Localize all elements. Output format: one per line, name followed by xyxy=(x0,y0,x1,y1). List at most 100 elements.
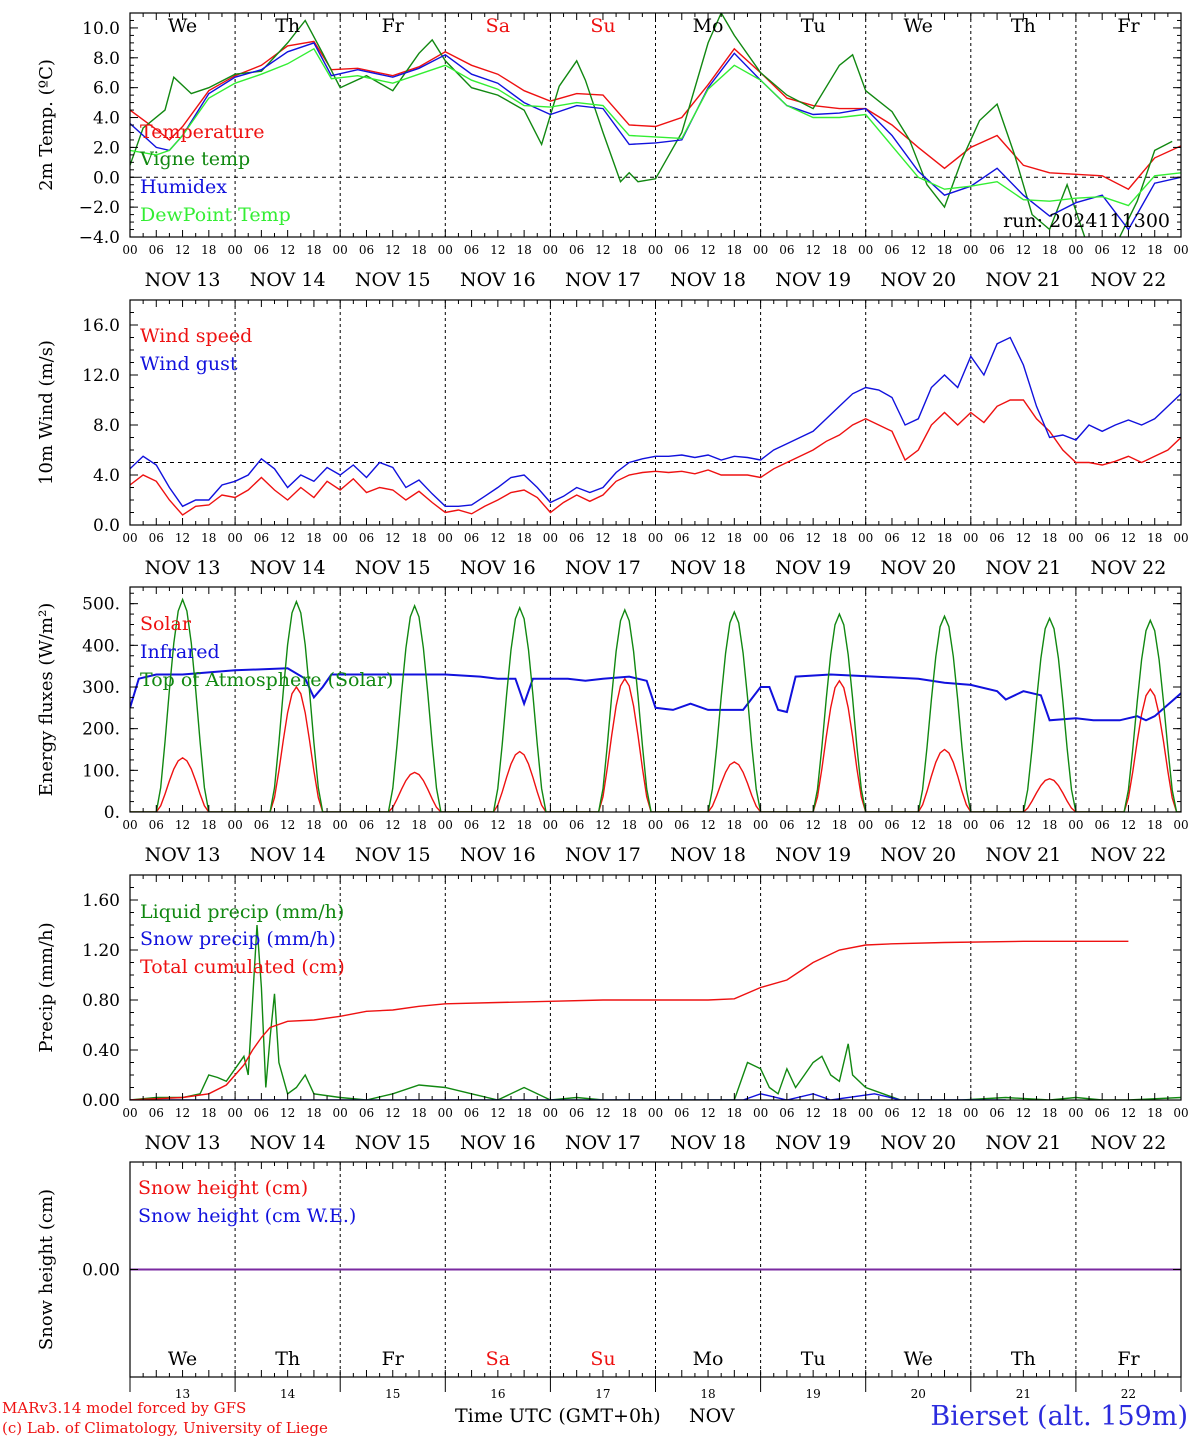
hour-label: 18 xyxy=(727,243,742,257)
date-label: NOV 21 xyxy=(985,1132,1061,1154)
date-label: NOV 13 xyxy=(145,557,221,579)
legend-entry: Solar xyxy=(140,613,192,635)
hour-label: 18 xyxy=(411,243,426,257)
hour-label: 00 xyxy=(963,531,978,545)
y-tick-label: 4.0 xyxy=(93,466,120,486)
hour-label: 12 xyxy=(175,1106,190,1120)
hour-label: 06 xyxy=(254,531,269,545)
hour-label: 00 xyxy=(227,531,242,545)
hour-label: 06 xyxy=(989,531,1004,545)
hour-label: 18 xyxy=(201,531,216,545)
energy-panel xyxy=(129,586,1182,813)
hour-label: 06 xyxy=(1095,1106,1110,1120)
hour-label: 00 xyxy=(1173,531,1188,545)
date-label: NOV 19 xyxy=(775,844,851,866)
hour-label: 06 xyxy=(149,531,164,545)
hour-label: 18 xyxy=(832,243,847,257)
hour-label: 06 xyxy=(464,531,479,545)
hour-label: 12 xyxy=(1121,818,1136,832)
hour-label: 06 xyxy=(464,1106,479,1120)
day-number-label: 19 xyxy=(806,1387,821,1401)
month-label: NOV xyxy=(689,1405,735,1427)
legend-entry: Humidex xyxy=(140,176,227,198)
hour-label: 12 xyxy=(490,818,505,832)
hour-label: 18 xyxy=(516,243,531,257)
hour-label: 06 xyxy=(989,1106,1004,1120)
y-axis-label: 10m Wind (m/s) xyxy=(36,340,57,485)
legend-entry: Snow precip (mm/h) xyxy=(140,928,336,950)
temp-series-temperature xyxy=(130,40,1181,191)
weekday-label-bottom: Fr xyxy=(382,1348,405,1370)
weekday-label-top: Fr xyxy=(382,15,405,37)
weekday-label-bottom: We xyxy=(168,1348,197,1370)
hour-label: 00 xyxy=(858,1106,873,1120)
y-tick-label: 0.40 xyxy=(82,1041,120,1061)
y-tick-label: −2.0 xyxy=(79,198,120,218)
energy-series-solar xyxy=(130,677,1181,812)
hour-label: 18 xyxy=(516,818,531,832)
date-label: NOV 13 xyxy=(145,844,221,866)
hour-label: 00 xyxy=(1173,243,1188,257)
date-label: NOV 14 xyxy=(250,1132,326,1154)
hour-label: 18 xyxy=(727,531,742,545)
hour-label: 06 xyxy=(674,243,689,257)
y-tick-label: 2.0 xyxy=(93,138,120,158)
hour-label: 06 xyxy=(149,1106,164,1120)
hour-label: 12 xyxy=(1016,243,1031,257)
precip-panel xyxy=(129,874,1182,1101)
date-label: NOV 17 xyxy=(565,844,641,866)
hour-label: 06 xyxy=(1095,531,1110,545)
day-number-label: 15 xyxy=(385,1387,400,1401)
hour-label: 12 xyxy=(806,243,821,257)
legend-entry: Snow height (cm) xyxy=(138,1177,308,1199)
date-label: NOV 22 xyxy=(1091,557,1167,579)
hour-label: 06 xyxy=(254,243,269,257)
hour-label: 12 xyxy=(1121,1106,1136,1120)
hour-label: 12 xyxy=(490,531,505,545)
hour-label: 18 xyxy=(1042,243,1057,257)
hour-label: 00 xyxy=(543,1106,558,1120)
weekday-label-top: Th xyxy=(1011,15,1036,37)
y-tick-label: 8.0 xyxy=(93,49,120,69)
y-tick-label: 0.00 xyxy=(82,1261,120,1281)
day-number-label: 14 xyxy=(280,1387,296,1401)
hour-label: 12 xyxy=(700,1106,715,1120)
date-label: NOV 18 xyxy=(670,1132,746,1154)
hour-label: 12 xyxy=(175,818,190,832)
hour-label: 12 xyxy=(700,531,715,545)
hour-label: 12 xyxy=(700,243,715,257)
weekday-label-bottom: Sa xyxy=(486,1348,510,1370)
hour-label: 18 xyxy=(516,1106,531,1120)
hour-label: 06 xyxy=(359,1106,374,1120)
weekday-label-bottom: Fr xyxy=(1117,1348,1140,1370)
hour-label: 12 xyxy=(595,243,610,257)
day-number-label: 20 xyxy=(911,1387,926,1401)
hour-label: 06 xyxy=(674,531,689,545)
hour-label: 18 xyxy=(937,818,952,832)
hour-label: 18 xyxy=(832,818,847,832)
date-label: NOV 21 xyxy=(985,557,1061,579)
snow-panel xyxy=(129,1161,1182,1378)
hour-label: 06 xyxy=(359,818,374,832)
hour-label: 12 xyxy=(806,1106,821,1120)
y-tick-label: 100. xyxy=(82,761,120,781)
legend-entry: Top of Atmosphere (Solar) xyxy=(140,669,393,691)
hour-label: 18 xyxy=(306,243,321,257)
day-number-label: 16 xyxy=(490,1387,505,1401)
y-tick-label: 0.0 xyxy=(93,168,120,188)
hour-label: 00 xyxy=(648,243,663,257)
date-label: NOV 17 xyxy=(565,1132,641,1154)
hour-label: 00 xyxy=(333,531,348,545)
hour-label: 12 xyxy=(1016,531,1031,545)
hour-label: 06 xyxy=(884,1106,899,1120)
hour-label: 12 xyxy=(595,1106,610,1120)
hour-label: 00 xyxy=(227,818,242,832)
hour-label: 18 xyxy=(937,243,952,257)
model-credit: MARv3.14 model forced by GFS xyxy=(2,1399,247,1417)
weekday-label-top: We xyxy=(168,15,197,37)
wind-series-wind-gust xyxy=(130,336,1181,508)
hour-label: 06 xyxy=(1095,243,1110,257)
date-label: NOV 13 xyxy=(145,269,221,291)
y-axis-label: 2m Temp. (ºC) xyxy=(36,59,57,191)
